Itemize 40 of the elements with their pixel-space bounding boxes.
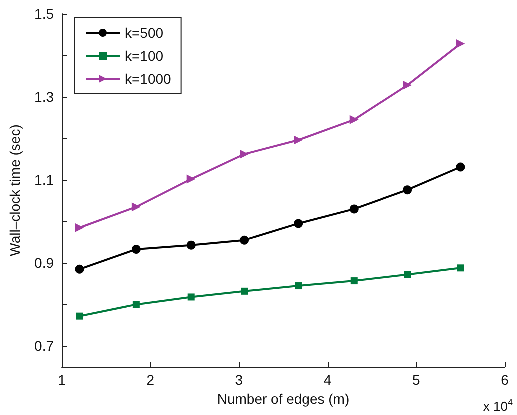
y-tick-label: 1.3 [34, 89, 54, 106]
x-tick-label: 3 [235, 372, 244, 388]
point [75, 223, 84, 232]
point [76, 312, 84, 320]
point [188, 294, 195, 301]
x-tick-label: 1 [58, 372, 66, 388]
point [350, 278, 358, 285]
y-axis-title: Wall–clock time (sec) [7, 124, 23, 256]
point [186, 174, 196, 184]
point [457, 264, 464, 272]
legend-label: k=100 [125, 48, 164, 64]
legend-label: k=500 [125, 25, 164, 41]
point [240, 150, 250, 159]
y-tick-label: 0.9 [34, 255, 54, 272]
x-axis-title: Number of edges (m) [217, 390, 350, 407]
point [132, 202, 141, 212]
point [294, 136, 304, 145]
point [241, 288, 248, 295]
point [132, 244, 141, 254]
point [456, 162, 466, 172]
x-tick-label: 2 [146, 372, 155, 388]
point [404, 271, 412, 278]
point [350, 204, 359, 214]
y-tick-label: 1.1 [34, 172, 54, 188]
x-tick-label: 5 [412, 372, 420, 388]
y-tick-label: 0.7 [34, 338, 54, 354]
point [186, 240, 196, 250]
point [75, 264, 84, 274]
y-tick-label: 1.5 [34, 6, 54, 22]
point [403, 80, 412, 90]
point [295, 282, 302, 290]
point [294, 219, 304, 228]
legend-label: k=1000 [125, 71, 172, 87]
point [403, 186, 412, 195]
point [132, 301, 140, 308]
point [240, 236, 250, 245]
x-tick-label: 6 [501, 372, 510, 388]
point [456, 39, 466, 48]
point [350, 115, 359, 124]
x-tick-label: 4 [324, 372, 332, 388]
